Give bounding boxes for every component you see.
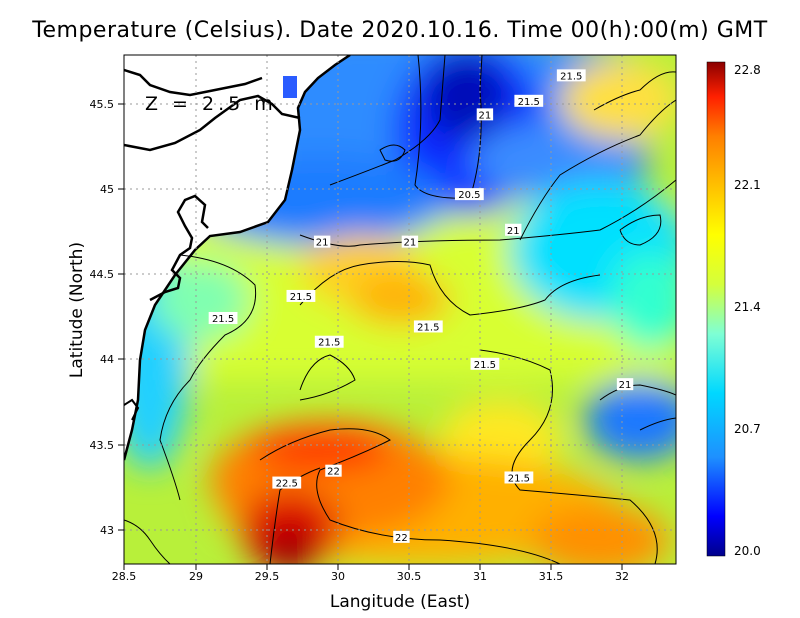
x-axis-label: Langitude (East) xyxy=(330,592,470,612)
contour-label: 21.5 xyxy=(212,314,234,325)
contour-label: 21 xyxy=(479,110,492,121)
contour-label-bg xyxy=(454,188,484,201)
x-tick-label: 29.5 xyxy=(255,570,280,583)
x-tick-label: 29 xyxy=(189,570,203,583)
colorbar: 22.8 22.1 21.4 20.7 20.0 xyxy=(706,61,761,558)
contour-label-bg xyxy=(325,464,342,477)
contour-label: 20.5 xyxy=(458,190,480,201)
contour-label: 22.5 xyxy=(276,479,298,490)
contour-label: 21 xyxy=(316,238,329,249)
contour-label-bg xyxy=(504,471,534,484)
contour-label-bg xyxy=(556,69,586,82)
contour-label-bg xyxy=(470,357,500,370)
contour-label: 21 xyxy=(507,226,520,237)
contour-label-bg xyxy=(413,320,443,333)
y-tick-label: 43.5 xyxy=(90,439,115,452)
y-tick-label: 45.5 xyxy=(90,98,115,111)
contour-label-bg xyxy=(393,530,410,543)
temperature-field xyxy=(124,55,676,564)
map-title: Temperature (Celsius). Date 2020.10.16. … xyxy=(32,18,768,43)
contour-label-bg xyxy=(401,235,419,248)
x-tick-label: 32 xyxy=(615,570,629,583)
y-axis: 43 43.5 44 44.5 45 45.5 Latitude (North) xyxy=(67,98,124,537)
colorbar-tick-label: 22.8 xyxy=(734,63,761,77)
contour-label-group: 21.5 21.5 21 20.5 21 21 21 21.5 21.5 21.5 21.5 21.5… xyxy=(208,69,634,544)
x-tick-label: 31 xyxy=(473,570,487,583)
contour-label-bg xyxy=(208,311,238,324)
contour-label-bg xyxy=(476,108,494,121)
contour-label-bg xyxy=(272,476,302,489)
contour-label: 21.5 xyxy=(508,473,530,484)
contour-label-bg xyxy=(286,289,316,302)
contour-label-bg xyxy=(505,223,522,236)
colorbar-gradient xyxy=(706,61,726,557)
contour-label: 21.5 xyxy=(290,292,312,303)
colorbar-tick-label: 20.7 xyxy=(734,422,761,436)
plot-frame xyxy=(123,54,677,565)
x-tick-label: 28.5 xyxy=(112,570,137,583)
x-axis: 28.5 29 29.5 30 30.5 31 31.5 32 Langitud… xyxy=(112,564,629,612)
contour-label: 21 xyxy=(619,380,632,391)
contour-label: 21.5 xyxy=(417,322,439,333)
colorbar-tick-label: 21.4 xyxy=(734,300,761,314)
y-tick-label: 44 xyxy=(100,353,114,366)
contour-label: 22 xyxy=(395,533,408,544)
x-tick-label: 30.5 xyxy=(397,570,422,583)
contour-label: 22 xyxy=(327,467,340,478)
x-tick-label: 31.5 xyxy=(539,570,564,583)
contour-label: 21.5 xyxy=(474,360,496,371)
contour-label: 21.5 xyxy=(560,71,582,82)
y-tick-label: 44.5 xyxy=(90,268,115,281)
colorbar-tick-label: 20.0 xyxy=(734,544,761,558)
contour-label: 21.5 xyxy=(518,97,540,108)
contour-label: 21 xyxy=(404,238,417,249)
depth-label: Z = 2.5 m xyxy=(145,93,277,115)
y-tick-label: 43 xyxy=(100,524,114,537)
y-tick-label: 45 xyxy=(100,183,114,196)
contour-label-bg xyxy=(616,378,634,391)
contour-label: 21.5 xyxy=(318,338,340,349)
contour-label-bg xyxy=(514,94,544,107)
contour-label-bg xyxy=(314,335,344,348)
x-tick-label: 30 xyxy=(331,570,345,583)
grid-lines xyxy=(124,55,676,564)
y-axis-label: Latitude (North) xyxy=(67,242,87,378)
contour-label-bg xyxy=(313,235,331,248)
colorbar-tick-label: 22.1 xyxy=(734,178,761,192)
